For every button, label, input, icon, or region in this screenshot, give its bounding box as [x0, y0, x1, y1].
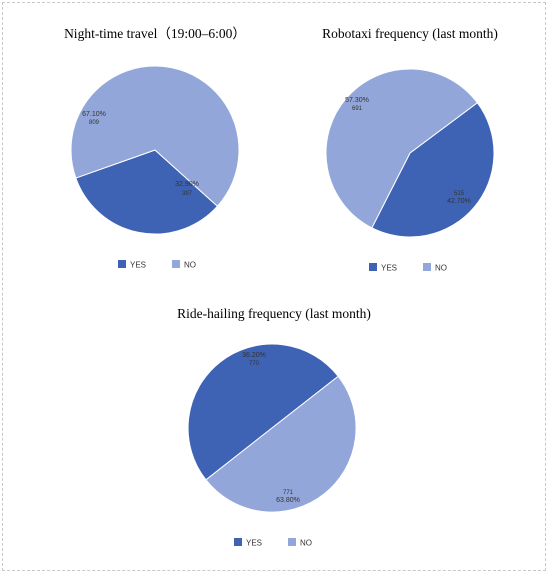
slice-percent-label: 63.80% — [276, 497, 300, 504]
slice-percent-label: 57.30% — [345, 97, 369, 104]
slice-count-label: 515 — [454, 191, 465, 197]
pie-slice-yes — [75, 149, 219, 235]
figure-frame — [2, 2, 546, 571]
pie-chart-robotaxi-frequency: Robotaxi frequency (last month) 42.70%51… — [322, 26, 498, 273]
pie-chart-ride-hailing-frequency: Ride-hailing frequency (last month) 63.8… — [177, 306, 371, 548]
slice-percent-label: 42.70% — [447, 198, 471, 205]
slice-count-label: 809 — [89, 120, 100, 126]
chart-title: Robotaxi frequency (last month) — [322, 26, 498, 41]
chart-title: Night-time travel（19:00–6:00） — [64, 26, 246, 41]
slice-count-label: 770 — [249, 361, 260, 367]
legend-label-no: NO — [435, 264, 447, 273]
legend-label-yes: YES — [381, 264, 397, 273]
legend-label-no: NO — [184, 261, 196, 270]
pie-slice-no — [325, 68, 479, 229]
slice-percent-label: 32.90% — [175, 181, 199, 188]
legend-swatch-yes — [118, 260, 126, 268]
slice-count-label: 691 — [352, 106, 363, 112]
slice-count-label: 771 — [283, 490, 294, 496]
slice-percent-label: 36.20% — [242, 352, 266, 359]
legend-swatch-no — [288, 538, 296, 546]
legend-label-yes: YES — [246, 539, 262, 548]
legend-swatch-no — [423, 263, 431, 271]
legend-swatch-yes — [369, 263, 377, 271]
legend-label-no: NO — [300, 539, 312, 548]
pie-chart-night-time-travel: Night-time travel（19:00–6:00） 32.90% 397 6… — [64, 26, 246, 270]
legend-label-yes: YES — [130, 261, 146, 270]
pie-slice-no — [70, 65, 240, 207]
legend-swatch-yes — [234, 538, 242, 546]
chart-title: Ride-hailing frequency (last month) — [177, 306, 371, 321]
pie-slice-yes — [187, 343, 339, 481]
legend-swatch-no — [172, 260, 180, 268]
slice-count-label: 397 — [182, 191, 193, 197]
slice-percent-label: 67.10% — [82, 111, 106, 118]
pie-slice-yes — [371, 102, 495, 238]
pie-slice-no — [205, 375, 357, 513]
